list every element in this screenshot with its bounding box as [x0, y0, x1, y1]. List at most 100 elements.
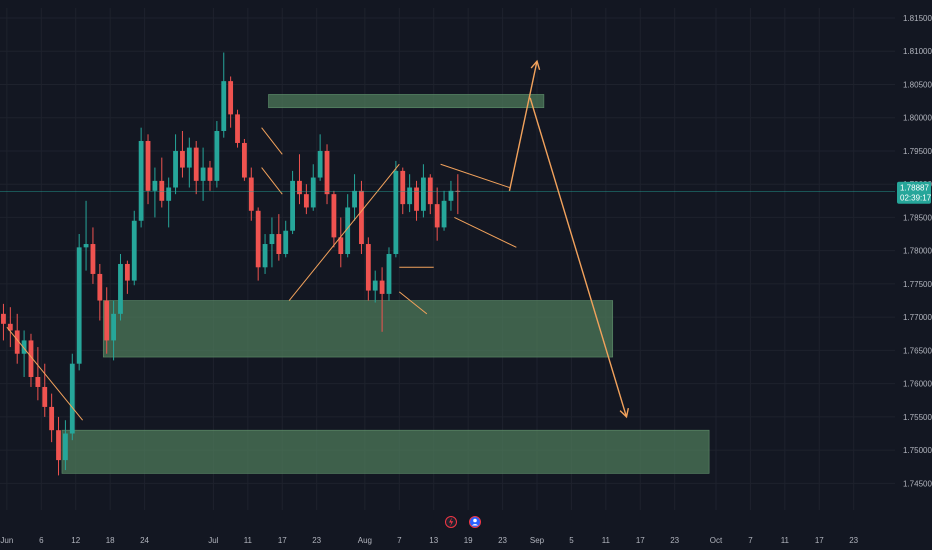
price-tick-label: 1.76000: [903, 380, 932, 389]
candle-body: [283, 230, 289, 254]
candle-body: [324, 150, 330, 195]
price-tick-label: 1.81500: [903, 14, 932, 23]
candle-body: [420, 177, 426, 211]
candle-body: [269, 234, 275, 245]
candle-body: [131, 220, 137, 281]
last-price-tag-bg: [897, 181, 931, 204]
candle-body: [379, 280, 385, 294]
last-price-tag: 1.78887 02:39:17: [897, 181, 932, 204]
projection-segment: [508, 61, 538, 191]
time-tick-label: 23: [849, 536, 858, 545]
candle-body: [104, 300, 110, 341]
projection-segment: [529, 97, 628, 418]
price-tick-label: 1.81000: [903, 47, 932, 56]
time-tick-label: Jul: [208, 536, 218, 545]
time-axis[interactable]: Jun 6 12 18 24 Jul 11 17 23 Aug 7 13 19 23 Sep 5 11 17 23 O…: [0, 536, 858, 545]
candle-body: [310, 177, 316, 208]
candle-body: [338, 237, 344, 254]
candle-body: [365, 244, 371, 291]
time-tick-label: 7: [748, 536, 753, 545]
lightning-icon[interactable]: [445, 516, 457, 528]
price-tick-label: 1.78000: [903, 247, 932, 256]
candle-body: [193, 147, 199, 181]
candle-body: [303, 194, 309, 208]
candle-body: [372, 280, 378, 291]
candle-body: [180, 150, 185, 168]
candle-body: [42, 386, 48, 407]
candle-body: [290, 180, 296, 231]
price-tick-label: 1.77500: [903, 280, 932, 289]
candle-body: [352, 190, 357, 208]
candle-body: [97, 273, 103, 301]
price-tick-label: 1.78500: [903, 213, 932, 222]
price-tick-label: 1.80500: [903, 80, 932, 89]
price-tick-label: 1.80000: [903, 114, 932, 123]
price-axis[interactable]: 1.815001.810001.805001.800001.795001.790…: [903, 14, 932, 488]
candle-body: [76, 247, 82, 364]
candle-body: [359, 190, 364, 245]
candle-body: [331, 194, 337, 238]
time-tick-label: 13: [429, 536, 438, 545]
price-tick-label: 1.74500: [903, 479, 932, 488]
time-tick-label: 17: [636, 536, 645, 545]
candle-body: [317, 150, 323, 178]
candle-body: [35, 377, 41, 387]
candle-body: [28, 340, 34, 377]
candle-body: [138, 140, 144, 221]
candle-body: [14, 330, 20, 354]
trendline: [6, 326, 84, 421]
trendline: [261, 127, 283, 155]
candle-body: [262, 244, 268, 268]
candle-body: [221, 81, 227, 131]
candle-body: [62, 433, 68, 461]
candle-body: [166, 187, 172, 201]
zone: [102, 300, 614, 358]
bottom-event-icons[interactable]: [445, 516, 481, 528]
time-tick-label: 11: [602, 536, 611, 545]
time-tick-label: 17: [278, 536, 287, 545]
time-tick-label: Jun: [0, 536, 13, 545]
candle-body: [207, 167, 213, 181]
time-tick-label: Aug: [358, 536, 372, 545]
time-tick-label: 18: [106, 536, 115, 545]
time-tick-label: 23: [670, 536, 679, 545]
price-tick-label: 1.76500: [903, 346, 932, 355]
candle-body: [235, 114, 240, 143]
time-tick-label: 12: [71, 536, 80, 545]
candle-body: [345, 207, 351, 254]
trendline: [454, 216, 517, 248]
candle-body: [214, 131, 220, 181]
trendline: [261, 167, 283, 195]
candle-body: [124, 263, 130, 281]
candle-body: [455, 190, 461, 192]
zone: [268, 94, 545, 109]
candle-body: [1, 313, 6, 324]
trendline: [440, 163, 510, 188]
time-tick-label: 7: [397, 536, 402, 545]
candle-body: [427, 177, 433, 205]
candle-body: [434, 204, 440, 228]
candle-body: [407, 187, 413, 205]
candle-body: [111, 313, 117, 341]
candles: [1, 52, 461, 476]
candle-body: [83, 244, 89, 248]
price-tick-label: 1.75500: [903, 413, 932, 422]
avatar-icon[interactable]: [469, 516, 481, 528]
arrowhead: [619, 407, 630, 419]
candle-body: [414, 187, 419, 211]
time-tick-label: 19: [464, 536, 473, 545]
candle-body: [248, 177, 254, 211]
trendline: [398, 291, 428, 315]
candle-body: [7, 323, 13, 331]
time-tick-label: 5: [569, 536, 574, 545]
candle-body: [400, 170, 406, 205]
price-tick-label: 1.77000: [903, 313, 932, 322]
time-tick-label: 23: [498, 536, 507, 545]
time-tick-label: 17: [815, 536, 824, 545]
candle-body: [56, 430, 61, 461]
candle-body: [173, 150, 178, 188]
time-tick-label: 24: [140, 536, 149, 545]
projection-arrow: [508, 59, 630, 419]
candle-body: [255, 210, 261, 268]
